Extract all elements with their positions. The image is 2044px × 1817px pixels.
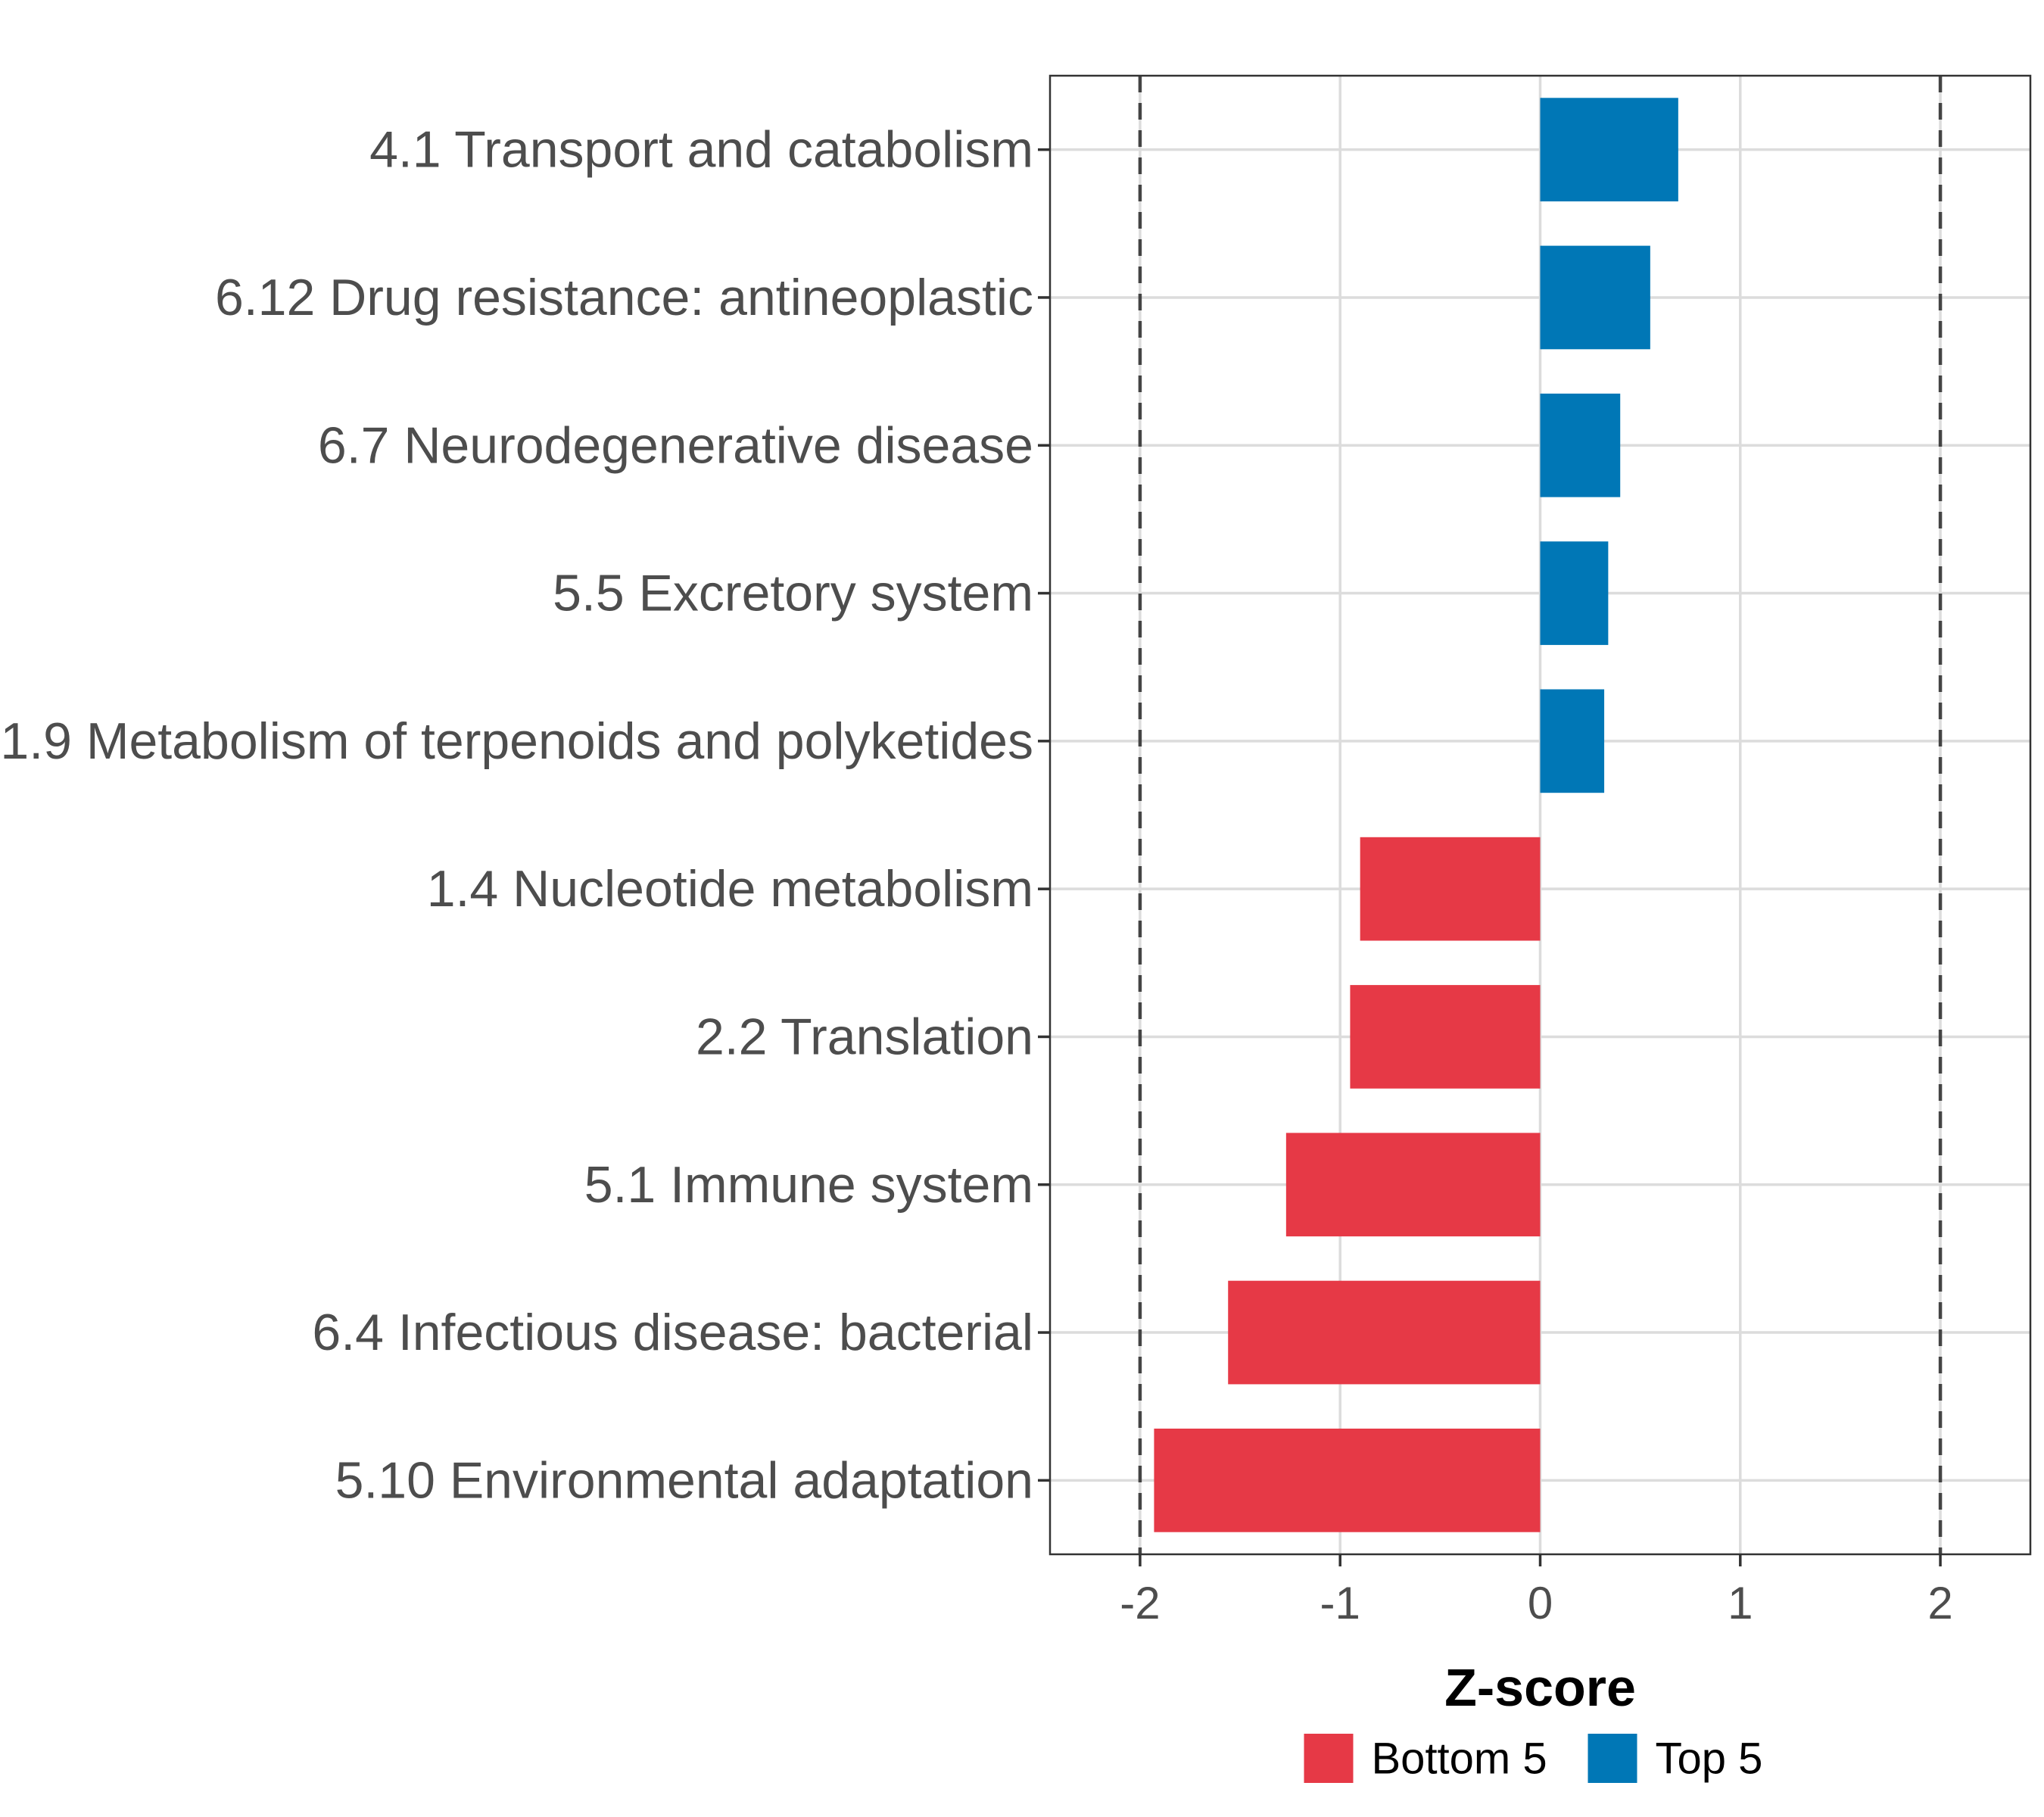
category-label: 1.9 Metabolism of terpenoids and polyket… (0, 712, 1033, 770)
bar (1540, 245, 1650, 350)
category-label: 4.1 Transport and catabolism (369, 121, 1033, 179)
category-label: 6.4 Infectious disease: bacterial (312, 1304, 1033, 1361)
bar (1285, 1133, 1541, 1237)
bar-layer (1154, 98, 1678, 1532)
category-label: 5.10 Environmental adaptation (335, 1451, 1033, 1509)
bar (1350, 985, 1541, 1089)
category-label: 5.5 Excretory system (553, 565, 1033, 622)
x-tick-label: -1 (1320, 1578, 1360, 1628)
bar (1540, 689, 1605, 793)
legend-label: Top 5 (1656, 1734, 1763, 1784)
category-label: 6.12 Drug resistance: antineoplastic (215, 269, 1033, 326)
legend-key (1588, 1734, 1637, 1783)
legend: Bottom 5 Top 5 (1304, 1734, 1763, 1784)
bar (1228, 1280, 1541, 1385)
y-axis: 4.1 Transport and catabolism 6.12 Drug re… (0, 121, 1050, 1509)
bar (1540, 98, 1678, 202)
reference-lines (1138, 76, 1943, 1554)
x-tick-label: 1 (1728, 1578, 1753, 1628)
x-axis-title: Z-score (1444, 1658, 1636, 1717)
legend-label: Bottom 5 (1372, 1734, 1547, 1784)
x-tick-label: 2 (1927, 1578, 1952, 1628)
category-label: 1.4 Nucleotide metabolism (427, 860, 1033, 918)
bar (1540, 541, 1609, 645)
x-tick-label: -2 (1120, 1578, 1160, 1628)
bar (1540, 393, 1621, 497)
x-tick-label: 0 (1528, 1578, 1553, 1628)
category-label: 2.2 Translation (696, 1008, 1033, 1065)
category-label: 5.1 Immune system (584, 1156, 1033, 1214)
x-axis: -2 -1 0 1 2 (1120, 1554, 1953, 1628)
category-label: 6.7 Neurodegenerative disease (318, 416, 1033, 474)
legend-key (1304, 1734, 1354, 1783)
bar (1360, 837, 1541, 941)
bar (1154, 1428, 1541, 1532)
